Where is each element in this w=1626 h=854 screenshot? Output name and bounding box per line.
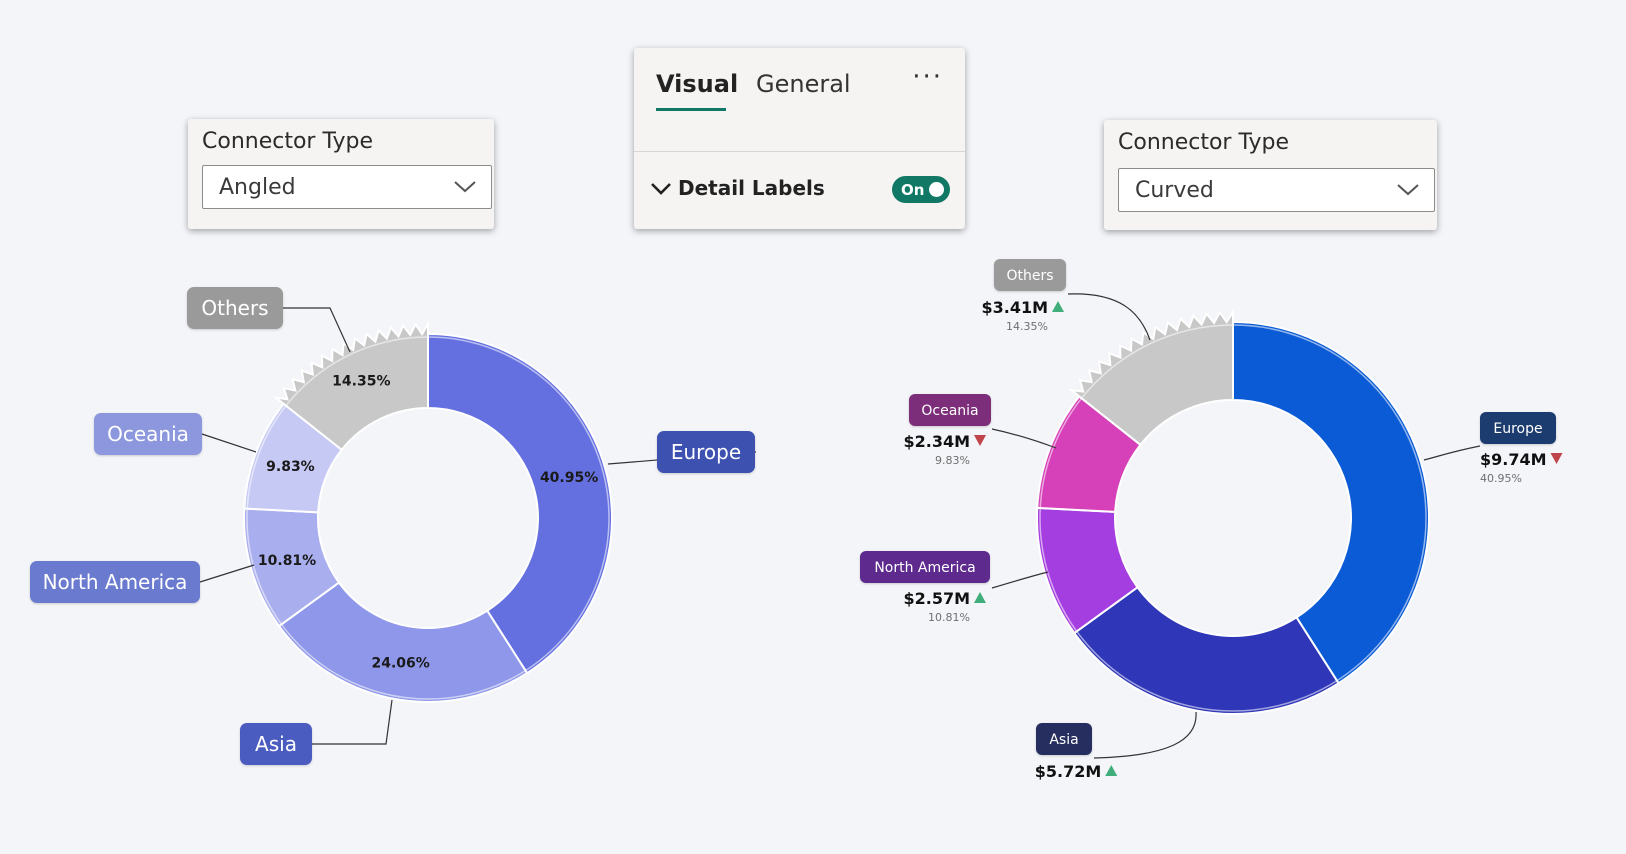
category-label-others: Others xyxy=(201,296,268,320)
donut-chart-angled: 40.95% 24.06% 10.81% 9.83% 14.35% Europe Asia N… xyxy=(30,287,757,765)
category-label-box-asia xyxy=(1036,723,1092,755)
connector-europe xyxy=(1423,445,1481,461)
category-label-box-europe xyxy=(657,431,755,473)
trend-down-icon xyxy=(1550,453,1563,464)
tab-visual[interactable]: Visual xyxy=(656,70,739,98)
donut-chart-curved: Europe $9.74M 40.95% Asia $5.72M North Americ… xyxy=(860,259,1563,781)
detail-labels-section[interactable]: Detail Labels xyxy=(678,176,825,200)
category-label-box-others xyxy=(994,259,1066,291)
connector-others xyxy=(283,307,351,353)
toggle-state-text: On xyxy=(901,181,925,199)
category-label-europe: Europe xyxy=(671,440,741,464)
donut-ring-highlight xyxy=(246,336,610,700)
trend-up-icon xyxy=(1052,301,1064,312)
detail-labels-toggle[interactable]: On xyxy=(892,176,950,203)
percent-label-europe: 40.95% xyxy=(1480,472,1522,485)
left-connector-title: Connector Type xyxy=(202,129,373,154)
chevron-down-icon[interactable] xyxy=(650,180,672,198)
amount-label-asia: $5.72M xyxy=(1035,762,1102,781)
connector-oceania xyxy=(991,428,1057,449)
right-connector-value: Curved xyxy=(1135,178,1214,203)
category-label-north-america: North America xyxy=(874,560,975,576)
category-label-box-others xyxy=(187,287,283,329)
category-label-oceania: Oceania xyxy=(107,422,189,446)
tab-visual-underline xyxy=(656,108,726,111)
category-label-box-north-america xyxy=(860,551,990,583)
connector-north-america xyxy=(991,571,1049,589)
category-label-box-oceania xyxy=(909,394,991,426)
left-connector-value: Angled xyxy=(219,175,296,200)
trend-down-icon xyxy=(974,435,986,446)
format-pane: Visual General ··· Detail Labels On xyxy=(634,48,965,229)
toggle-knob xyxy=(929,182,944,197)
chevron-down-icon xyxy=(1397,184,1419,196)
trend-up-icon xyxy=(1105,765,1118,776)
percent-label-north-america: 10.81% xyxy=(928,611,970,624)
left-connector-card: Connector Type Angled xyxy=(188,119,494,229)
amount-label-oceania: $2.34M xyxy=(903,432,970,451)
left-connector-select[interactable]: Angled xyxy=(202,165,492,209)
slice-europe[interactable] xyxy=(1232,320,1430,685)
connector-asia xyxy=(1093,711,1197,759)
connector-oceania xyxy=(201,433,257,453)
amount-label-north-america: $2.57M xyxy=(903,589,970,608)
slice-others[interactable] xyxy=(272,320,429,452)
category-label-others: Others xyxy=(1006,268,1053,284)
chevron-down-icon xyxy=(454,181,476,193)
category-label-asia: Asia xyxy=(1049,732,1078,748)
right-connector-title: Connector Type xyxy=(1118,130,1289,155)
slice-others[interactable] xyxy=(1068,308,1234,447)
connector-asia xyxy=(312,699,393,745)
category-label-box-north-america xyxy=(30,561,200,603)
tab-general[interactable]: General xyxy=(756,70,851,98)
category-label-box-oceania xyxy=(94,413,202,455)
right-connector-card: Connector Type Curved xyxy=(1104,120,1437,230)
slice-percent-label: 14.35% xyxy=(332,373,390,389)
slice-percent-label: 10.81% xyxy=(258,553,316,569)
category-label-asia: Asia xyxy=(255,732,297,756)
percent-label-others: 14.35% xyxy=(1006,320,1048,333)
amount-label-europe: $9.74M xyxy=(1480,450,1547,469)
category-label-europe: Europe xyxy=(1493,421,1542,437)
connector-others xyxy=(1067,293,1151,341)
right-connector-select[interactable]: Curved xyxy=(1118,168,1435,212)
slice-percent-label: 9.83% xyxy=(266,459,315,475)
slice-asia[interactable] xyxy=(277,581,529,703)
slice-percent-label: 24.06% xyxy=(371,655,429,671)
amount-label-others: $3.41M xyxy=(981,298,1048,317)
donut-ring-highlight xyxy=(1039,324,1427,712)
slice-percent-label: 40.95% xyxy=(540,470,598,486)
more-options-button[interactable]: ··· xyxy=(912,62,943,92)
category-label-north-america: North America xyxy=(43,570,188,594)
trend-up-icon xyxy=(974,592,986,603)
category-label-box-europe xyxy=(1480,412,1556,444)
category-label-box-asia xyxy=(240,723,312,765)
category-label-oceania: Oceania xyxy=(921,403,978,419)
slice-asia[interactable] xyxy=(1072,585,1340,715)
format-pane-divider xyxy=(634,151,965,152)
slice-europe[interactable] xyxy=(427,332,613,675)
connector-north-america xyxy=(199,564,255,583)
percent-label-oceania: 9.83% xyxy=(935,454,970,467)
